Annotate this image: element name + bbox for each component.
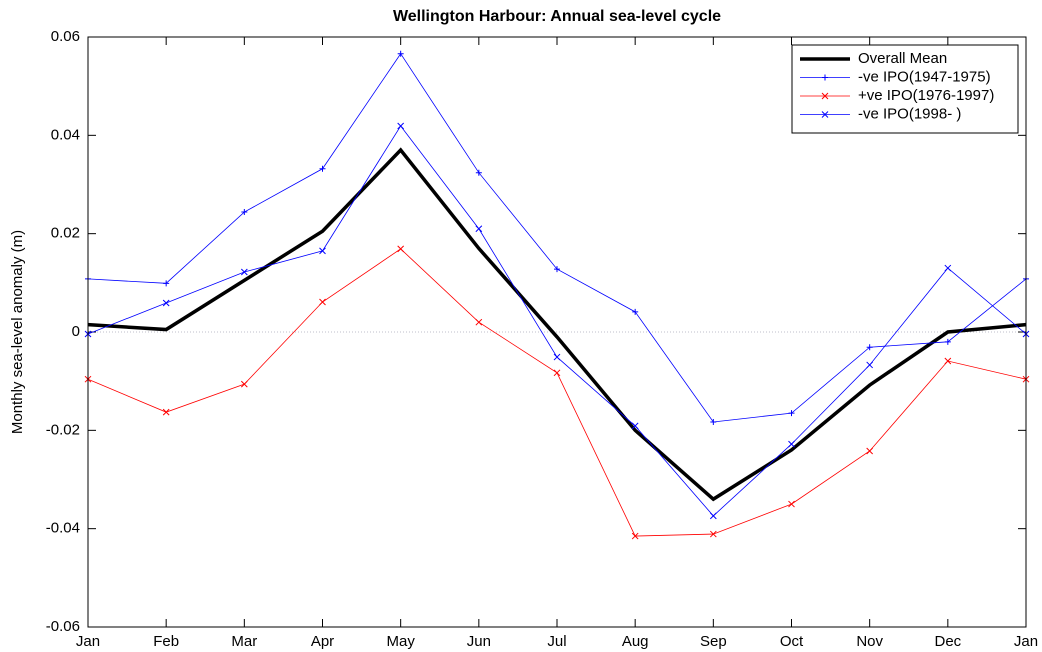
marker [710,418,717,425]
y-tick-label: 0.06 [51,28,80,45]
x-tick-label: Sep [700,633,727,650]
marker [475,225,483,233]
plot-frame [87,36,1027,628]
x-tick-label: Jul [547,633,566,650]
marker [821,111,829,118]
marker [866,344,873,351]
marker [240,380,248,388]
marker [163,280,170,287]
x-tick-label: May [386,633,415,650]
y-tick-label: 0.04 [51,126,80,143]
marker [240,268,248,276]
marker [788,410,795,417]
marker [821,92,829,100]
y-axis-label: Monthly sea-level anomaly (m) [9,230,26,434]
chart-title: Wellington Harbour: Annual sea-level cyc… [393,8,721,25]
marker [397,245,405,253]
marker [632,308,639,315]
x-tick-label: Aug [622,633,649,650]
y-tick-label: -0.02 [46,421,80,438]
legend-label: +ve IPO(1976-1997) [858,87,994,104]
marker [944,338,951,345]
x-tick-label: Jun [467,633,491,650]
marker [944,264,952,272]
x-tick-label: Feb [153,633,179,650]
y-tick-label: -0.06 [46,618,80,635]
marker [162,299,170,307]
marker [788,440,795,448]
y-tick-label: 0.02 [51,225,80,242]
marker [866,361,874,369]
marker [944,357,952,365]
y-tick-label: 0 [72,323,80,340]
x-tick-label: Jan [76,633,100,650]
x-tick-label: Mar [231,633,257,650]
marker [241,209,248,216]
marker [822,74,828,81]
marker [162,408,170,416]
x-tick-label: Dec [934,633,961,650]
marker [631,422,639,430]
legend-label: Overall Mean [858,50,947,67]
marker [709,530,717,538]
x-tick-label: Apr [311,633,334,650]
marker [553,369,561,377]
marker [554,266,560,273]
marker [319,247,326,255]
series-line [87,147,1027,502]
marker [709,512,717,520]
x-tick-label: Oct [780,633,804,650]
marker [319,165,326,172]
marker [553,353,561,361]
series-line [87,125,1027,517]
x-tick-label: Jan [1014,633,1038,650]
marker [397,50,404,57]
marker [475,318,483,326]
legend-label: -ve IPO(1947-1975) [858,68,991,85]
y-tick-label: -0.04 [46,520,80,537]
marker [788,500,795,508]
marker [866,447,874,455]
legend: Overall Mean-ve IPO(1947-1975) +ve IPO(19… [791,44,1019,134]
marker [319,298,326,306]
marker [475,169,482,176]
marker [397,122,405,130]
x-tick-label: Nov [856,633,883,650]
legend-label: -ve IPO(1998- ) [858,105,961,122]
marker [631,532,639,540]
